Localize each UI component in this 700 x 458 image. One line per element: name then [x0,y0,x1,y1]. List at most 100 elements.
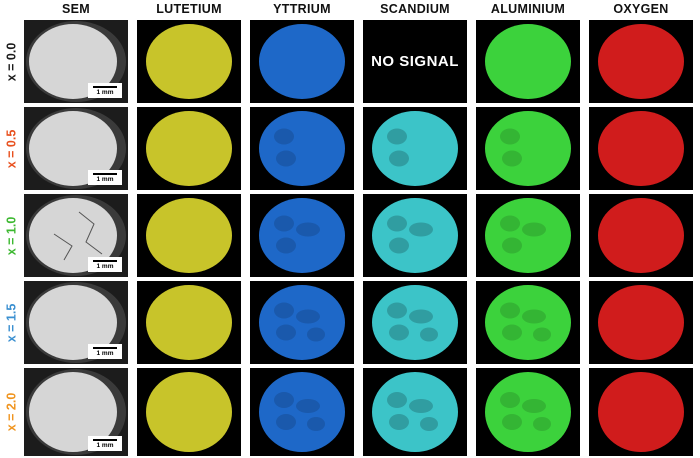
scale-bar: 1 mm [88,83,122,98]
map-tile-aluminium [476,368,580,456]
sample-disc [29,24,117,99]
phase-region [296,399,320,413]
map-tile-sem: 1 mm [24,281,128,364]
scale-bar-line [93,439,117,441]
phase-region [276,324,296,341]
sample-disc-image [137,368,241,456]
phase-region [389,237,409,254]
phase-region [276,150,296,167]
map-tile-sem: 1 mm [24,368,128,456]
phase-region [533,417,551,431]
scale-bar: 1 mm [88,436,122,451]
sample-disc [29,285,117,360]
scale-bar-label: 1 mm [96,176,114,183]
sample-disc-image [24,194,128,277]
sample-disc [598,111,684,186]
sample-disc-image [476,368,580,456]
map-tile-sem: 1 mm [24,107,128,190]
sample-disc [598,198,684,273]
sample-disc-image [476,20,580,103]
sample-disc [259,111,345,186]
map-tile-lutetium [137,368,241,456]
phase-region [296,222,320,237]
sample-disc [29,372,117,452]
scale-bar-line [93,347,117,349]
row-label-text: x = 0.0 [4,42,19,81]
sample-disc [146,285,232,360]
scale-bar: 1 mm [88,257,122,272]
sample-disc-image [589,368,693,456]
sample-disc-image [363,107,467,190]
phase-region [276,237,296,254]
no-signal-text: NO SIGNAL [371,53,459,70]
sample-disc-image [137,20,241,103]
map-tile-lutetium [137,107,241,190]
sample-disc-image [589,20,693,103]
map-tile-yttrium [250,281,354,364]
phase-region [307,417,325,431]
sample-disc-image [250,194,354,277]
map-tile-aluminium [476,20,580,103]
row-label: x = 1.5 [0,281,22,364]
phase-region [500,302,520,319]
map-tile-oxygen [589,194,693,277]
col-header-scandium: SCANDIUM [380,2,450,16]
sample-disc-image [137,194,241,277]
scale-bar-line [93,86,117,88]
phase-region [500,128,520,145]
map-tile-lutetium [137,194,241,277]
map-tile-scandium [363,368,467,456]
map-tile-yttrium [250,368,354,456]
sample-disc [372,111,458,186]
col-header-oxygen: OXYGEN [613,2,669,16]
sample-disc [29,111,117,186]
phase-region [522,222,546,237]
map-tile-sem: 1 mm [24,20,128,103]
sample-disc-image [250,20,354,103]
map-tile-yttrium [250,107,354,190]
sample-disc-image [363,281,467,364]
col-header-lutetium: LUTETIUM [156,2,222,16]
phase-region [389,414,409,430]
sample-disc-image [363,368,467,456]
map-tile-yttrium [250,20,354,103]
sample-disc [146,24,232,99]
map-tile-oxygen [589,368,693,456]
map-tile-yttrium [250,194,354,277]
map-tile-lutetium [137,281,241,364]
scale-bar: 1 mm [88,344,122,359]
row-label: x = 2.0 [0,368,22,456]
sample-disc [259,24,345,99]
map-tile-scandium [363,107,467,190]
sample-disc-image [589,107,693,190]
scale-bar-line [93,260,117,262]
sample-disc [485,24,571,99]
phase-region [307,327,325,342]
phase-region [409,222,433,237]
phase-region [409,399,433,413]
scale-bar-label: 1 mm [96,442,114,449]
sample-disc [598,24,684,99]
phase-region [409,309,433,324]
col-header-aluminium: ALUMINIUM [490,2,566,16]
sample-disc [598,372,684,452]
row-label: x = 0.5 [0,107,22,190]
sample-disc-image [589,281,693,364]
scale-bar-line [93,173,117,175]
sample-disc-image [250,281,354,364]
phase-region [502,414,522,430]
sample-disc-image [476,281,580,364]
map-tile-aluminium [476,107,580,190]
row-label: x = 1.0 [0,194,22,277]
row-label-text: x = 0.5 [4,129,19,168]
col-header-yttrium: YTTRIUM [273,2,331,16]
phase-region [502,237,522,254]
scale-bar: 1 mm [88,170,122,185]
sample-disc [146,111,232,186]
phase-region [387,392,407,408]
phase-region [274,302,294,319]
row-label-text: x = 1.5 [4,303,19,342]
sample-disc-image [137,281,241,364]
sample-disc-image [476,107,580,190]
phase-region [522,399,546,413]
